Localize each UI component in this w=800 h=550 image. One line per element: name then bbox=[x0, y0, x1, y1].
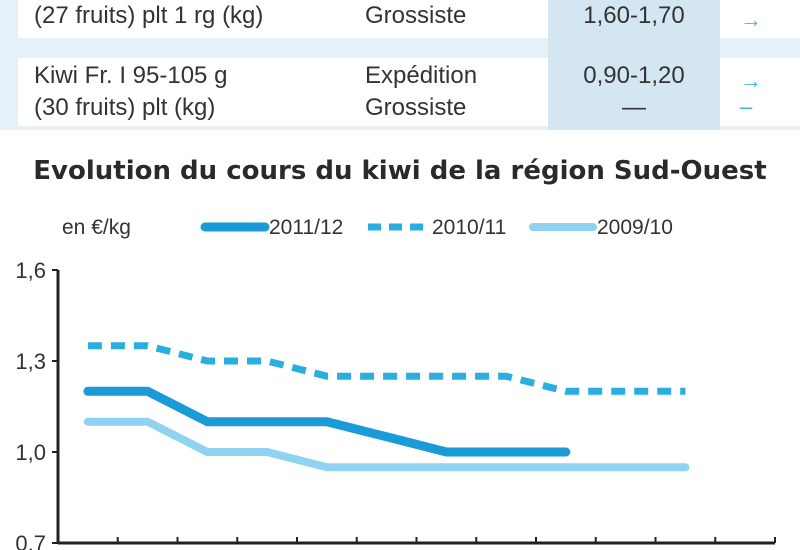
trend-arrow-icon: → bbox=[740, 7, 762, 32]
legend-label: 2010/11 bbox=[432, 216, 506, 239]
stage-cell: Expédition bbox=[365, 62, 478, 89]
price-cell: 1,60-1,70 bbox=[583, 2, 685, 29]
price-cell: 0,90-1,20 bbox=[583, 62, 685, 89]
stage-cell: Grossiste bbox=[365, 94, 467, 121]
y-tick-label: 1,6 bbox=[15, 258, 46, 283]
chart-title: Evolution du cours du kiwi de la région … bbox=[33, 156, 767, 186]
price-cell: — bbox=[622, 94, 646, 121]
legend-label: 2011/12 bbox=[269, 216, 343, 239]
price-table: (27 fruits) plt 1 rg (kg) Grossiste 1,60… bbox=[0, 0, 800, 130]
y-tick-label: 1,3 bbox=[15, 349, 46, 374]
y-tick-label: 1,0 bbox=[15, 440, 46, 465]
product-cell: (27 fruits) plt 1 rg (kg) bbox=[34, 2, 264, 29]
y-axis-label: en €/kg bbox=[62, 216, 131, 239]
series-line bbox=[87, 342, 686, 395]
series-line bbox=[83, 386, 571, 457]
trend-arrow-icon: → bbox=[740, 68, 762, 93]
trend-flat-icon: – bbox=[740, 94, 753, 119]
legend-label: 2009/10 bbox=[597, 216, 673, 239]
stage-cell: Grossiste bbox=[365, 2, 467, 29]
price-column-shade bbox=[548, 0, 720, 130]
product-cell: (30 fruits) plt (kg) bbox=[34, 94, 216, 121]
y-tick-label: 0,7 bbox=[15, 531, 46, 550]
series-line bbox=[83, 417, 690, 472]
product-cell: Kiwi Fr. I 95-105 g bbox=[34, 62, 228, 89]
